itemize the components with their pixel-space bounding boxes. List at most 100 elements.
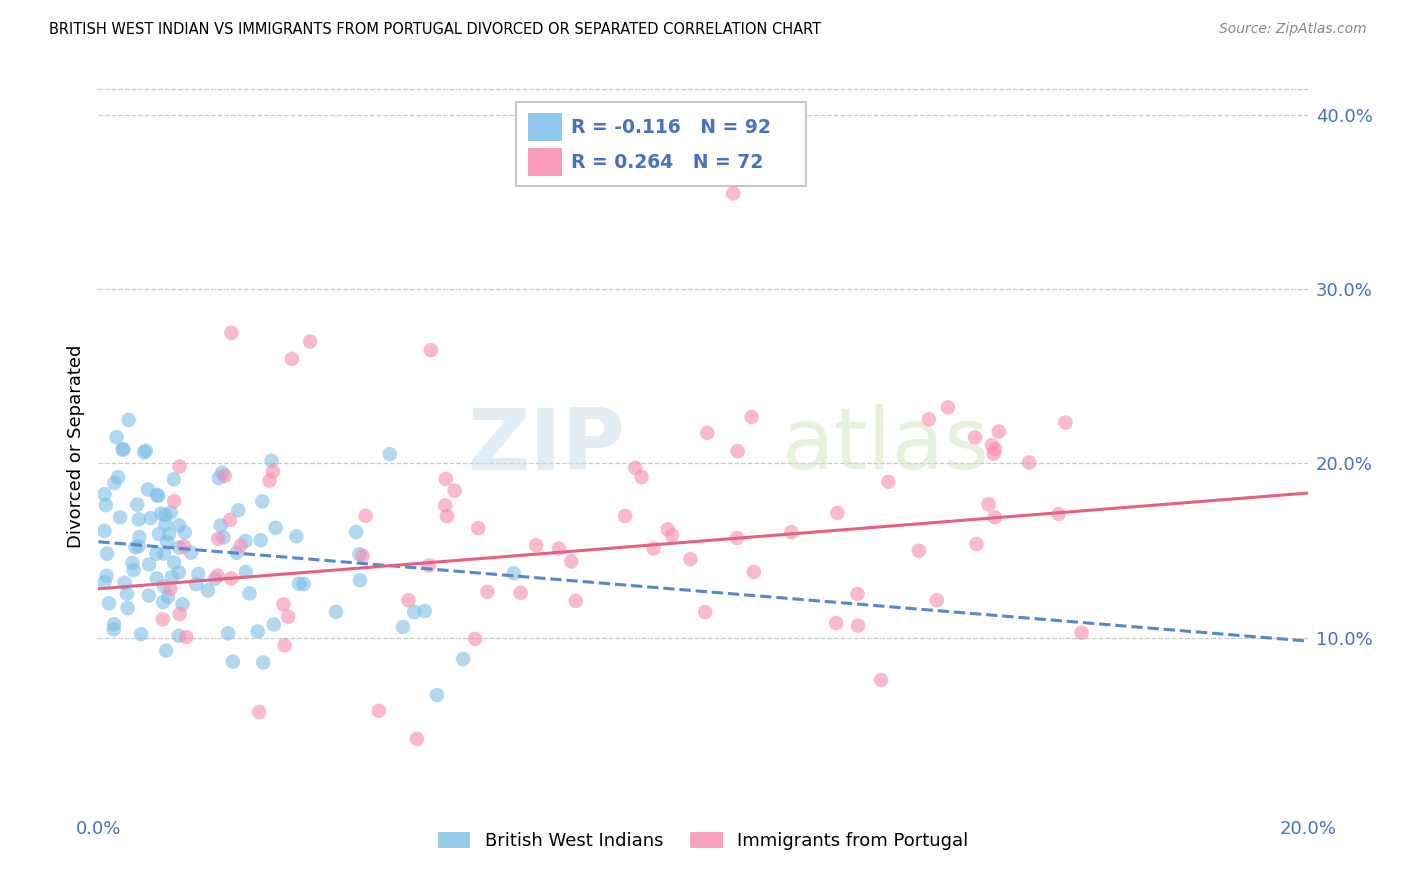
Point [392, 620, 415, 634]
FancyBboxPatch shape [516, 103, 806, 186]
Point [367, 704, 389, 718]
Point [150, 507, 173, 521]
Point [918, 412, 941, 426]
Point [434, 472, 457, 486]
Point [169, 541, 191, 555]
Point [624, 460, 647, 475]
Point [136, 483, 159, 497]
Point [207, 568, 229, 582]
Point [259, 474, 281, 488]
Point [725, 531, 748, 545]
Point [93, 487, 115, 501]
Point [153, 580, 176, 594]
Point [221, 326, 243, 340]
Point [163, 556, 186, 570]
Point [159, 505, 181, 519]
Point [114, 575, 136, 590]
Point [846, 587, 869, 601]
Point [112, 442, 135, 457]
Point [723, 186, 745, 201]
Point [984, 442, 1007, 457]
Point [661, 528, 683, 542]
Point [378, 447, 401, 461]
Point [418, 558, 440, 573]
Point [111, 442, 134, 457]
Point [1018, 455, 1040, 469]
Point [145, 547, 167, 561]
Point [285, 529, 308, 543]
Point [264, 521, 287, 535]
Point [103, 476, 125, 491]
Point [1070, 625, 1092, 640]
FancyBboxPatch shape [527, 148, 561, 176]
Text: R = 0.264   N = 72: R = 0.264 N = 72 [571, 153, 763, 171]
Text: atlas: atlas [782, 404, 990, 488]
Point [679, 552, 702, 566]
Point [96, 547, 118, 561]
Text: Source: ZipAtlas.com: Source: ZipAtlas.com [1219, 22, 1367, 37]
Point [1047, 507, 1070, 521]
Point [163, 494, 186, 508]
Legend: British West Indians, Immigrants from Portugal: British West Indians, Immigrants from Po… [430, 825, 976, 857]
Point [281, 351, 304, 366]
Point [169, 459, 191, 474]
Point [827, 506, 849, 520]
Point [977, 497, 1000, 511]
Point [249, 533, 271, 548]
Point [93, 575, 115, 590]
Point [226, 503, 249, 517]
Point [846, 618, 869, 632]
Point [877, 475, 900, 489]
Point [187, 566, 209, 581]
Point [247, 705, 270, 719]
Point [155, 508, 177, 522]
Point [172, 597, 194, 611]
Point [145, 488, 167, 502]
Point [153, 547, 176, 561]
Point [108, 510, 131, 524]
Point [443, 483, 465, 498]
Point [107, 470, 129, 484]
Point [160, 570, 183, 584]
Point [235, 533, 257, 548]
Point [180, 546, 202, 560]
Point [436, 509, 458, 524]
Point [117, 601, 139, 615]
Point [214, 468, 236, 483]
Point [413, 604, 436, 618]
Point [404, 605, 426, 619]
Point [152, 595, 174, 609]
Point [325, 605, 347, 619]
Point [524, 538, 547, 552]
Point [246, 624, 269, 639]
Point [173, 539, 195, 553]
Point [398, 593, 420, 607]
Point [127, 498, 149, 512]
Point [207, 532, 229, 546]
Point [352, 549, 374, 563]
Point [208, 471, 231, 485]
Point [741, 409, 763, 424]
Point [97, 596, 120, 610]
FancyBboxPatch shape [527, 113, 561, 141]
Point [128, 530, 150, 544]
Point [222, 655, 245, 669]
Point [262, 465, 284, 479]
Point [696, 425, 718, 440]
Point [122, 563, 145, 577]
Point [225, 546, 247, 560]
Text: BRITISH WEST INDIAN VS IMMIGRANTS FROM PORTUGAL DIVORCED OR SEPARATED CORRELATIO: BRITISH WEST INDIAN VS IMMIGRANTS FROM P… [49, 22, 821, 37]
Point [273, 598, 295, 612]
Point [128, 512, 150, 526]
Point [780, 525, 803, 540]
Point [727, 444, 749, 458]
Point [167, 566, 190, 580]
Point [219, 513, 242, 527]
Point [643, 541, 665, 556]
Point [103, 623, 125, 637]
Point [252, 656, 274, 670]
Point [344, 525, 367, 540]
Point [657, 523, 679, 537]
Point [984, 510, 1007, 524]
Point [186, 577, 208, 591]
